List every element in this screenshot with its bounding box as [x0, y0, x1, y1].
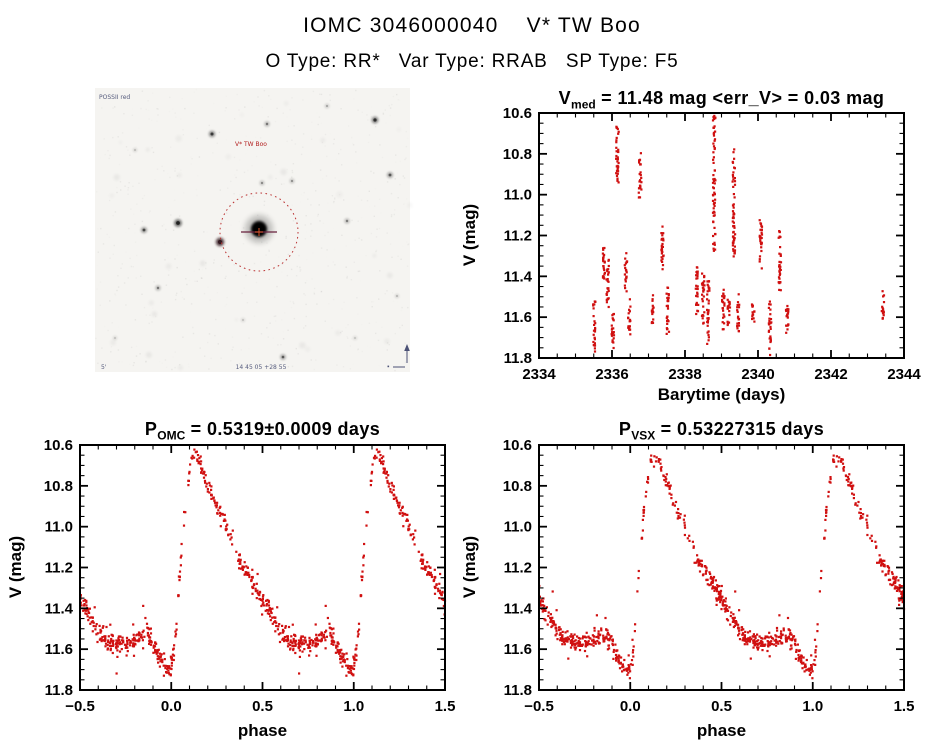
- svg-text:11.0: 11.0: [504, 187, 532, 204]
- phase-vsx-title-base: P: [618, 419, 632, 439]
- phase-vsx-title-rest: = 0.53227315 days: [655, 419, 825, 439]
- finder-annotations: POSSII red V* TW Boo 14 45 05 +28 55 5': [99, 94, 410, 371]
- svg-text:2340: 2340: [741, 366, 774, 383]
- lightcurve-title-sub: med: [571, 97, 596, 112]
- svg-text:0.0: 0.0: [161, 698, 182, 715]
- svg-text:11.6: 11.6: [504, 309, 532, 326]
- lightcurve-plot: 2334 2336 2338 2340 2342 2344 10.6 10.8 11.0 11.2…: [503, 105, 922, 383]
- lightcurve-title-base: V: [558, 88, 572, 108]
- phase-omc-title-base: P: [144, 419, 158, 439]
- page-title: IOMC 3046000040 V* TW Boo: [303, 14, 641, 37]
- compass-north-east-icon: [387, 344, 410, 368]
- phase-vsx-plot: −0.5 0.0 0.5 1.0 1.5 10.6 10.8 11.0 11.2 11.4 11.6…: [503, 437, 915, 715]
- svg-text:11.8: 11.8: [45, 682, 73, 699]
- svg-text:2336: 2336: [595, 366, 628, 383]
- svg-text:11.6: 11.6: [504, 641, 532, 658]
- phase-omc-plot: −0.5 0.0 0.5 1.0 1.5 10.6 10.8 11.0 11.2 11.4 11.6…: [44, 437, 456, 715]
- phase-omc-title: POMC = 0.5319±0.0009 days: [80, 419, 445, 443]
- svg-text:11.6: 11.6: [45, 641, 73, 658]
- svg-text:2342: 2342: [814, 366, 847, 383]
- svg-text:0.0: 0.0: [620, 698, 641, 715]
- svg-text:10.6: 10.6: [503, 105, 532, 122]
- svg-text:11.0: 11.0: [45, 519, 73, 536]
- lightcurve-title: Vmed = 11.48 mag <err_V> = 0.03 mag: [539, 88, 904, 112]
- finder-target-label: V* TW Boo: [235, 141, 267, 148]
- svg-text:11.0: 11.0: [504, 519, 532, 536]
- svg-text:1.5: 1.5: [435, 698, 456, 715]
- svg-text:1.0: 1.0: [343, 698, 364, 715]
- svg-text:11.4: 11.4: [45, 600, 74, 617]
- finder-art-layer: [95, 88, 413, 372]
- finder-survey-label: POSSII red: [99, 94, 130, 101]
- lightcurve-title-rest: = 11.48 mag <err_V> = 0.03 mag: [595, 88, 885, 108]
- phase-vsx-title-sub: VSX: [631, 428, 656, 443]
- svg-text:11.2: 11.2: [45, 560, 73, 577]
- phase-omc-title-sub: OMC: [157, 428, 186, 443]
- svg-text:−0.5: −0.5: [524, 698, 554, 715]
- svg-text:1.0: 1.0: [802, 698, 823, 715]
- svg-text:10.6: 10.6: [44, 437, 73, 454]
- svg-text:11.4: 11.4: [504, 600, 533, 617]
- svg-text:1.5: 1.5: [894, 698, 915, 715]
- finder-scale-label: 5': [101, 364, 107, 371]
- svg-text:11.2: 11.2: [504, 560, 532, 577]
- svg-text:10.6: 10.6: [503, 437, 532, 454]
- svg-text:11.2: 11.2: [504, 228, 532, 245]
- svg-text:0.5: 0.5: [711, 698, 732, 715]
- svg-text:0.5: 0.5: [252, 698, 273, 715]
- svg-text:10.8: 10.8: [503, 146, 532, 163]
- page-subtitle: O Type: RR* Var Type: RRAB SP Type: F5: [265, 51, 679, 72]
- svg-text:11.4: 11.4: [504, 268, 533, 285]
- finder-coords-label: 14 45 05 +28 55: [236, 364, 287, 371]
- svg-text:2334: 2334: [522, 366, 556, 383]
- svg-text:11.8: 11.8: [504, 350, 532, 367]
- svg-text:2338: 2338: [668, 366, 701, 383]
- lightcurve-x-axis-label: Barytime (days): [657, 385, 786, 404]
- phase-vsx-x-axis-label: phase: [696, 721, 747, 740]
- finder-chart-image: POSSII red V* TW Boo 14 45 05 +28 55 5': [95, 88, 413, 372]
- phase-omc-title-rest: = 0.5319±0.0009 days: [185, 419, 381, 439]
- svg-text:10.8: 10.8: [503, 478, 532, 495]
- phase-vsx-title: PVSX = 0.53227315 days: [539, 419, 904, 443]
- svg-text:2344: 2344: [887, 366, 921, 383]
- svg-text:−0.5: −0.5: [65, 698, 95, 715]
- phase-omc-x-axis-label: phase: [237, 721, 288, 740]
- svg-text:10.8: 10.8: [44, 478, 73, 495]
- svg-text:11.8: 11.8: [504, 682, 532, 699]
